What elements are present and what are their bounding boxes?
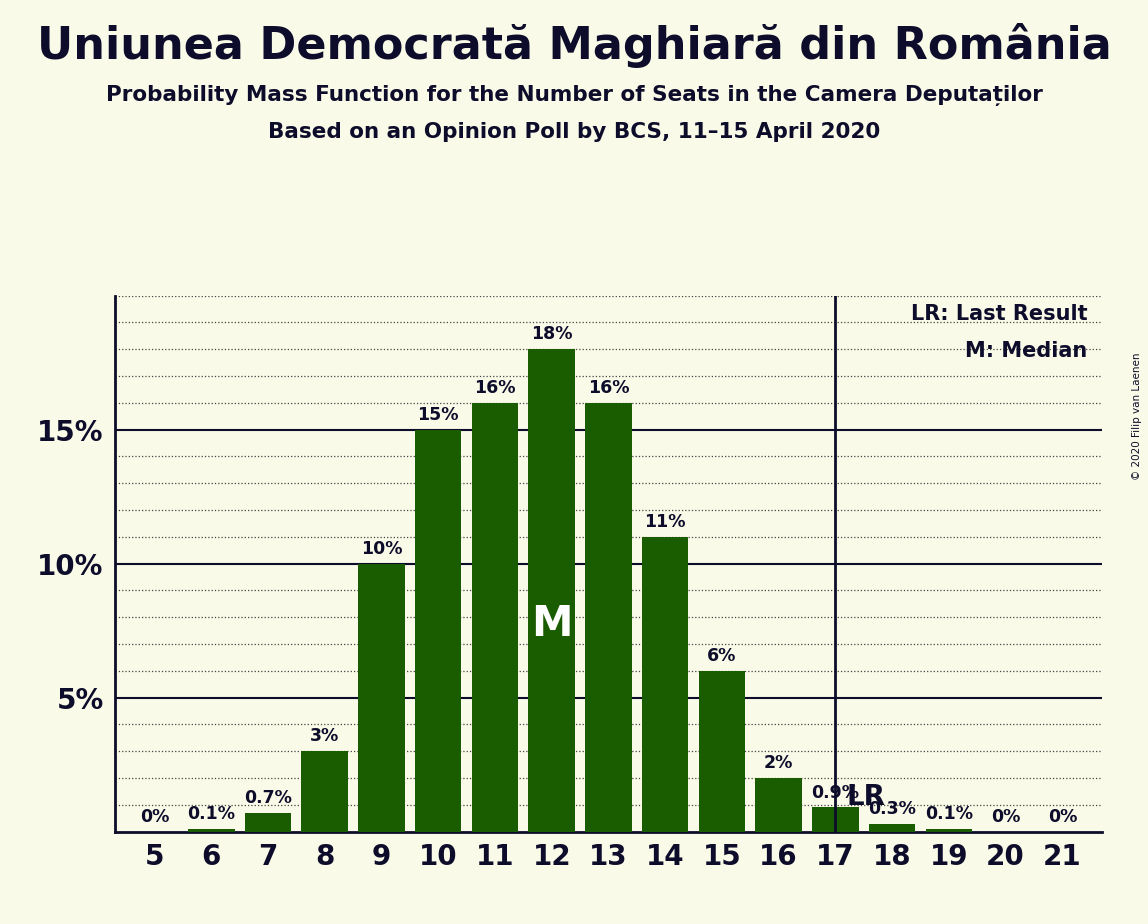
Text: 11%: 11% [644, 513, 687, 531]
Text: 0.7%: 0.7% [245, 789, 292, 807]
Text: 0.9%: 0.9% [812, 784, 860, 802]
Text: LR: LR [847, 783, 886, 810]
Text: © 2020 Filip van Laenen: © 2020 Filip van Laenen [1132, 352, 1142, 480]
Text: Based on an Opinion Poll by BCS, 11–15 April 2020: Based on an Opinion Poll by BCS, 11–15 A… [267, 122, 881, 142]
Text: M: M [530, 603, 573, 645]
Bar [358, 564, 405, 832]
Text: 15%: 15% [418, 406, 459, 424]
Text: 18%: 18% [530, 325, 573, 344]
Text: 0%: 0% [991, 808, 1021, 826]
Text: 6%: 6% [707, 647, 737, 665]
Bar [925, 829, 972, 832]
Text: 0%: 0% [140, 808, 169, 826]
Bar [869, 823, 915, 832]
Bar [528, 349, 575, 832]
Text: 10%: 10% [360, 540, 402, 558]
Bar [699, 671, 745, 832]
Text: 0.1%: 0.1% [187, 805, 235, 823]
Bar [472, 403, 518, 832]
Text: LR: Last Result: LR: Last Result [910, 304, 1087, 323]
Text: 0.3%: 0.3% [868, 799, 916, 818]
Text: 2%: 2% [763, 754, 793, 772]
Bar [188, 829, 234, 832]
Text: 16%: 16% [588, 379, 629, 397]
Text: Probability Mass Function for the Number of Seats in the Camera Deputaților: Probability Mass Function for the Number… [106, 85, 1042, 106]
Bar [642, 537, 689, 832]
Bar [414, 430, 461, 832]
Text: Uniunea Democrată Maghiară din România: Uniunea Democrată Maghiară din România [37, 23, 1111, 68]
Text: 16%: 16% [474, 379, 515, 397]
Bar [755, 778, 802, 832]
Text: M: Median: M: Median [965, 341, 1087, 361]
Bar [245, 813, 292, 832]
Text: 0%: 0% [1048, 808, 1077, 826]
Bar [302, 751, 348, 832]
Text: 3%: 3% [310, 727, 340, 746]
Bar [812, 808, 859, 832]
Text: 0.1%: 0.1% [925, 805, 972, 823]
Bar [585, 403, 631, 832]
